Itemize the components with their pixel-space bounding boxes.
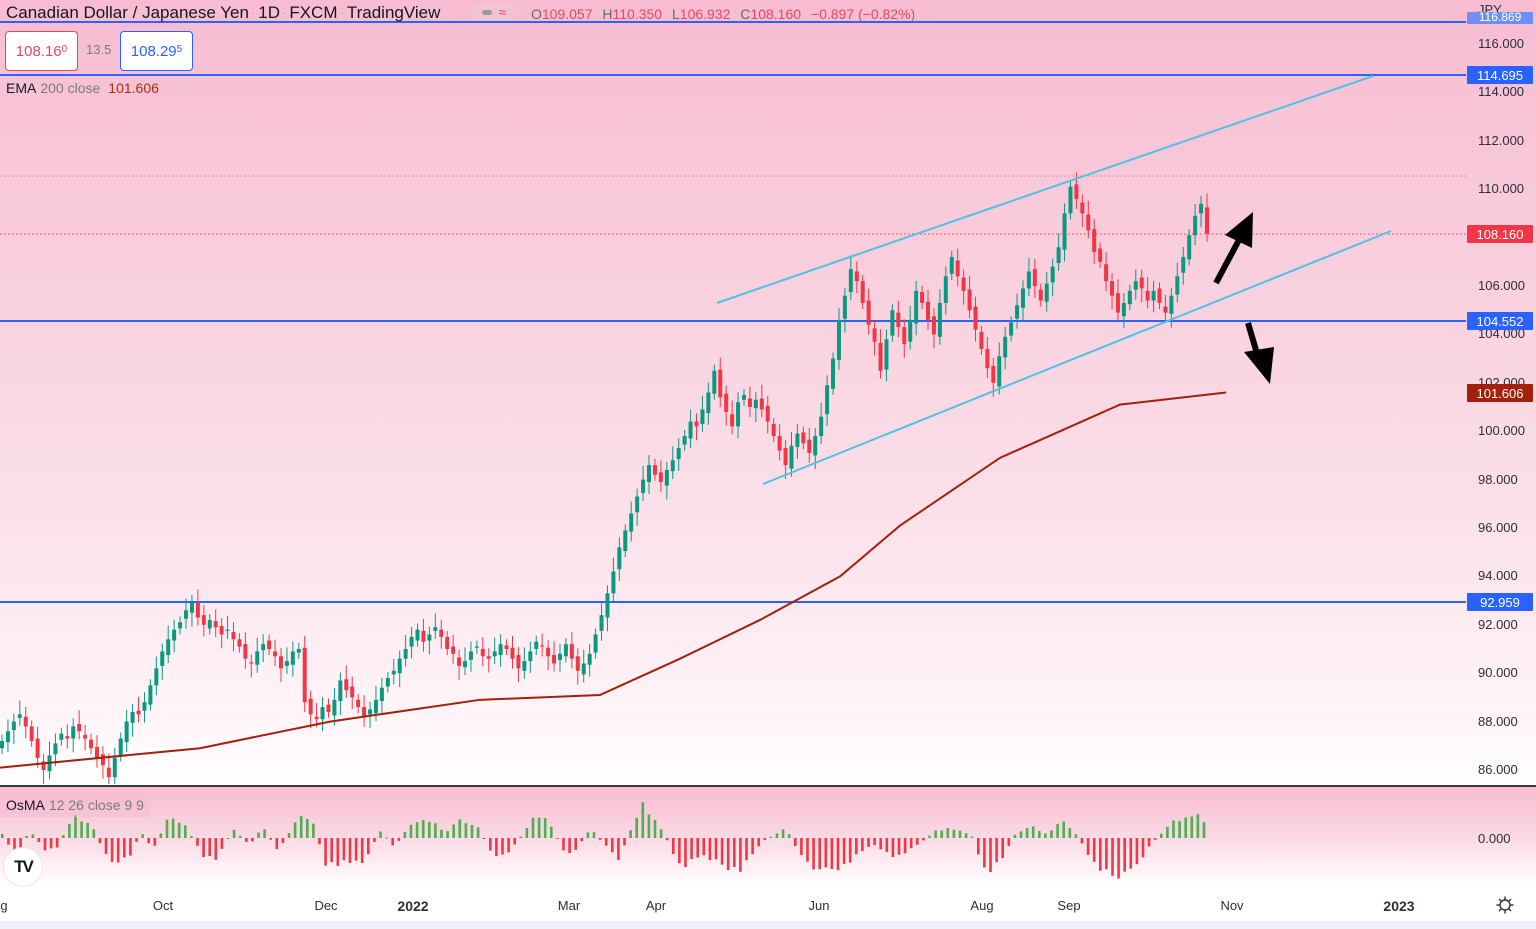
price-tick: 110.000 (1478, 181, 1525, 197)
ema-200-line (0, 391, 1227, 769)
osc-zero-label: 0.000 (1478, 831, 1511, 846)
price-tick: 92.000 (1478, 616, 1518, 632)
oscillator-pane[interactable] (0, 787, 1536, 885)
ema-name: EMA (6, 80, 37, 96)
sell-button[interactable]: 108.16 0 (5, 31, 78, 71)
sell-price: 108.16 (15, 42, 62, 60)
open-label: O (531, 6, 542, 22)
price-tick: 104.000 (1478, 326, 1525, 342)
interval-label: 1D (258, 3, 280, 22)
exchange-label: FXCM (289, 3, 338, 22)
sell-pip: 0 (61, 43, 68, 55)
osma-name: OsMA (6, 797, 45, 813)
low-label: L (671, 6, 680, 22)
price-tag-top-level: 116.869 (1467, 12, 1533, 24)
high-label: H (602, 6, 613, 22)
price-tick: 106.000 (1478, 278, 1525, 293)
price-tag-ema: 101.606 (1467, 384, 1533, 402)
tradingview-logo[interactable]: TV (3, 847, 43, 887)
candles (0, 172, 1209, 784)
price-tick: 90.000 (1478, 665, 1518, 681)
symbol-name: Canadian Dollar / Japanese Yen (6, 3, 249, 22)
time-tick: Apr (645, 898, 667, 913)
ohlc-values: O109.057 H110.350 L106.932 C108.160 −0.8… (531, 6, 915, 22)
low-value: 106.932 (679, 6, 731, 22)
price-tag-support-low: 92.959 (1467, 593, 1533, 611)
buy-button[interactable]: 108.29 5 (120, 31, 193, 71)
osma-legend[interactable]: OsMA 12 26 close 9 9 (0, 793, 150, 817)
time-tick: Mar (557, 898, 581, 913)
legend-toggle[interactable]: ≈ (471, 3, 517, 21)
osma-params: 12 26 close 9 9 (48, 797, 144, 813)
high-value: 110.350 (612, 6, 663, 22)
price-tag-last-price: 108.160 (1467, 225, 1533, 243)
price-tick: 112.000 (1478, 132, 1525, 148)
gear-icon[interactable] (1495, 895, 1515, 915)
buy-price: 108.29 (130, 42, 177, 60)
price-tick: 86.000 (1478, 762, 1518, 777)
time-tick: 2023 (1383, 898, 1415, 914)
approx-wave-icon: ≈ (498, 4, 507, 20)
pane-separator[interactable] (0, 785, 1536, 787)
price-tick: 114.000 (1478, 84, 1525, 100)
time-tick: Nov (1220, 898, 1244, 913)
chevron-down-icon: ⌄ (1505, 6, 1513, 16)
price-tick: 88.000 (1478, 713, 1518, 729)
price-tag-resistance: 114.695 (1467, 66, 1533, 84)
time-tick: Sep (1057, 898, 1081, 913)
arrow-up-icon (1213, 236, 1243, 285)
arrow-down-head-icon (1244, 347, 1274, 384)
osma-histogram (1, 802, 1206, 879)
change-value: −0.897 (−0.82%) (810, 6, 916, 22)
bottom-strip (0, 921, 1536, 929)
price-tag-support-mid: 104.552 (1467, 312, 1533, 330)
close-label: C (740, 6, 751, 22)
symbol-legend[interactable]: Canadian Dollar / Japanese Yen · 1D · FXCM · T… (6, 3, 441, 22)
close-value: 108.160 (750, 6, 802, 22)
arrow-up-head-icon (1225, 212, 1253, 248)
time-tick: Oct (152, 898, 174, 913)
channel-upper-line (716, 75, 1374, 304)
time-tick: g (0, 898, 8, 913)
channel-lower-line (762, 230, 1392, 485)
price-tick: 98.000 (1478, 471, 1518, 487)
collapse-icon (481, 9, 492, 15)
spread-value: 13.5 (86, 42, 112, 57)
source-label: TradingView (346, 3, 441, 22)
price-tick: 100.000 (1478, 423, 1525, 439)
ema-value: 101.606 (108, 80, 159, 96)
ema-params: 200 close (40, 80, 101, 96)
buy-pip: 5 (176, 43, 183, 55)
price-tick: 96.000 (1478, 520, 1518, 535)
time-tick: Dec (314, 898, 338, 913)
time-tick: 2022 (397, 898, 429, 914)
time-axis[interactable] (0, 886, 1536, 922)
price-tick: 116.000 (1478, 36, 1525, 51)
ema-legend[interactable]: EMA 200 close 101.606 (6, 80, 159, 96)
price-tick: 94.000 (1478, 568, 1518, 584)
price-tag-text: 116.869 (1478, 12, 1522, 24)
time-tick: Jun (808, 898, 830, 913)
open-value: 109.057 (541, 6, 593, 22)
time-tick: Aug (970, 898, 994, 913)
